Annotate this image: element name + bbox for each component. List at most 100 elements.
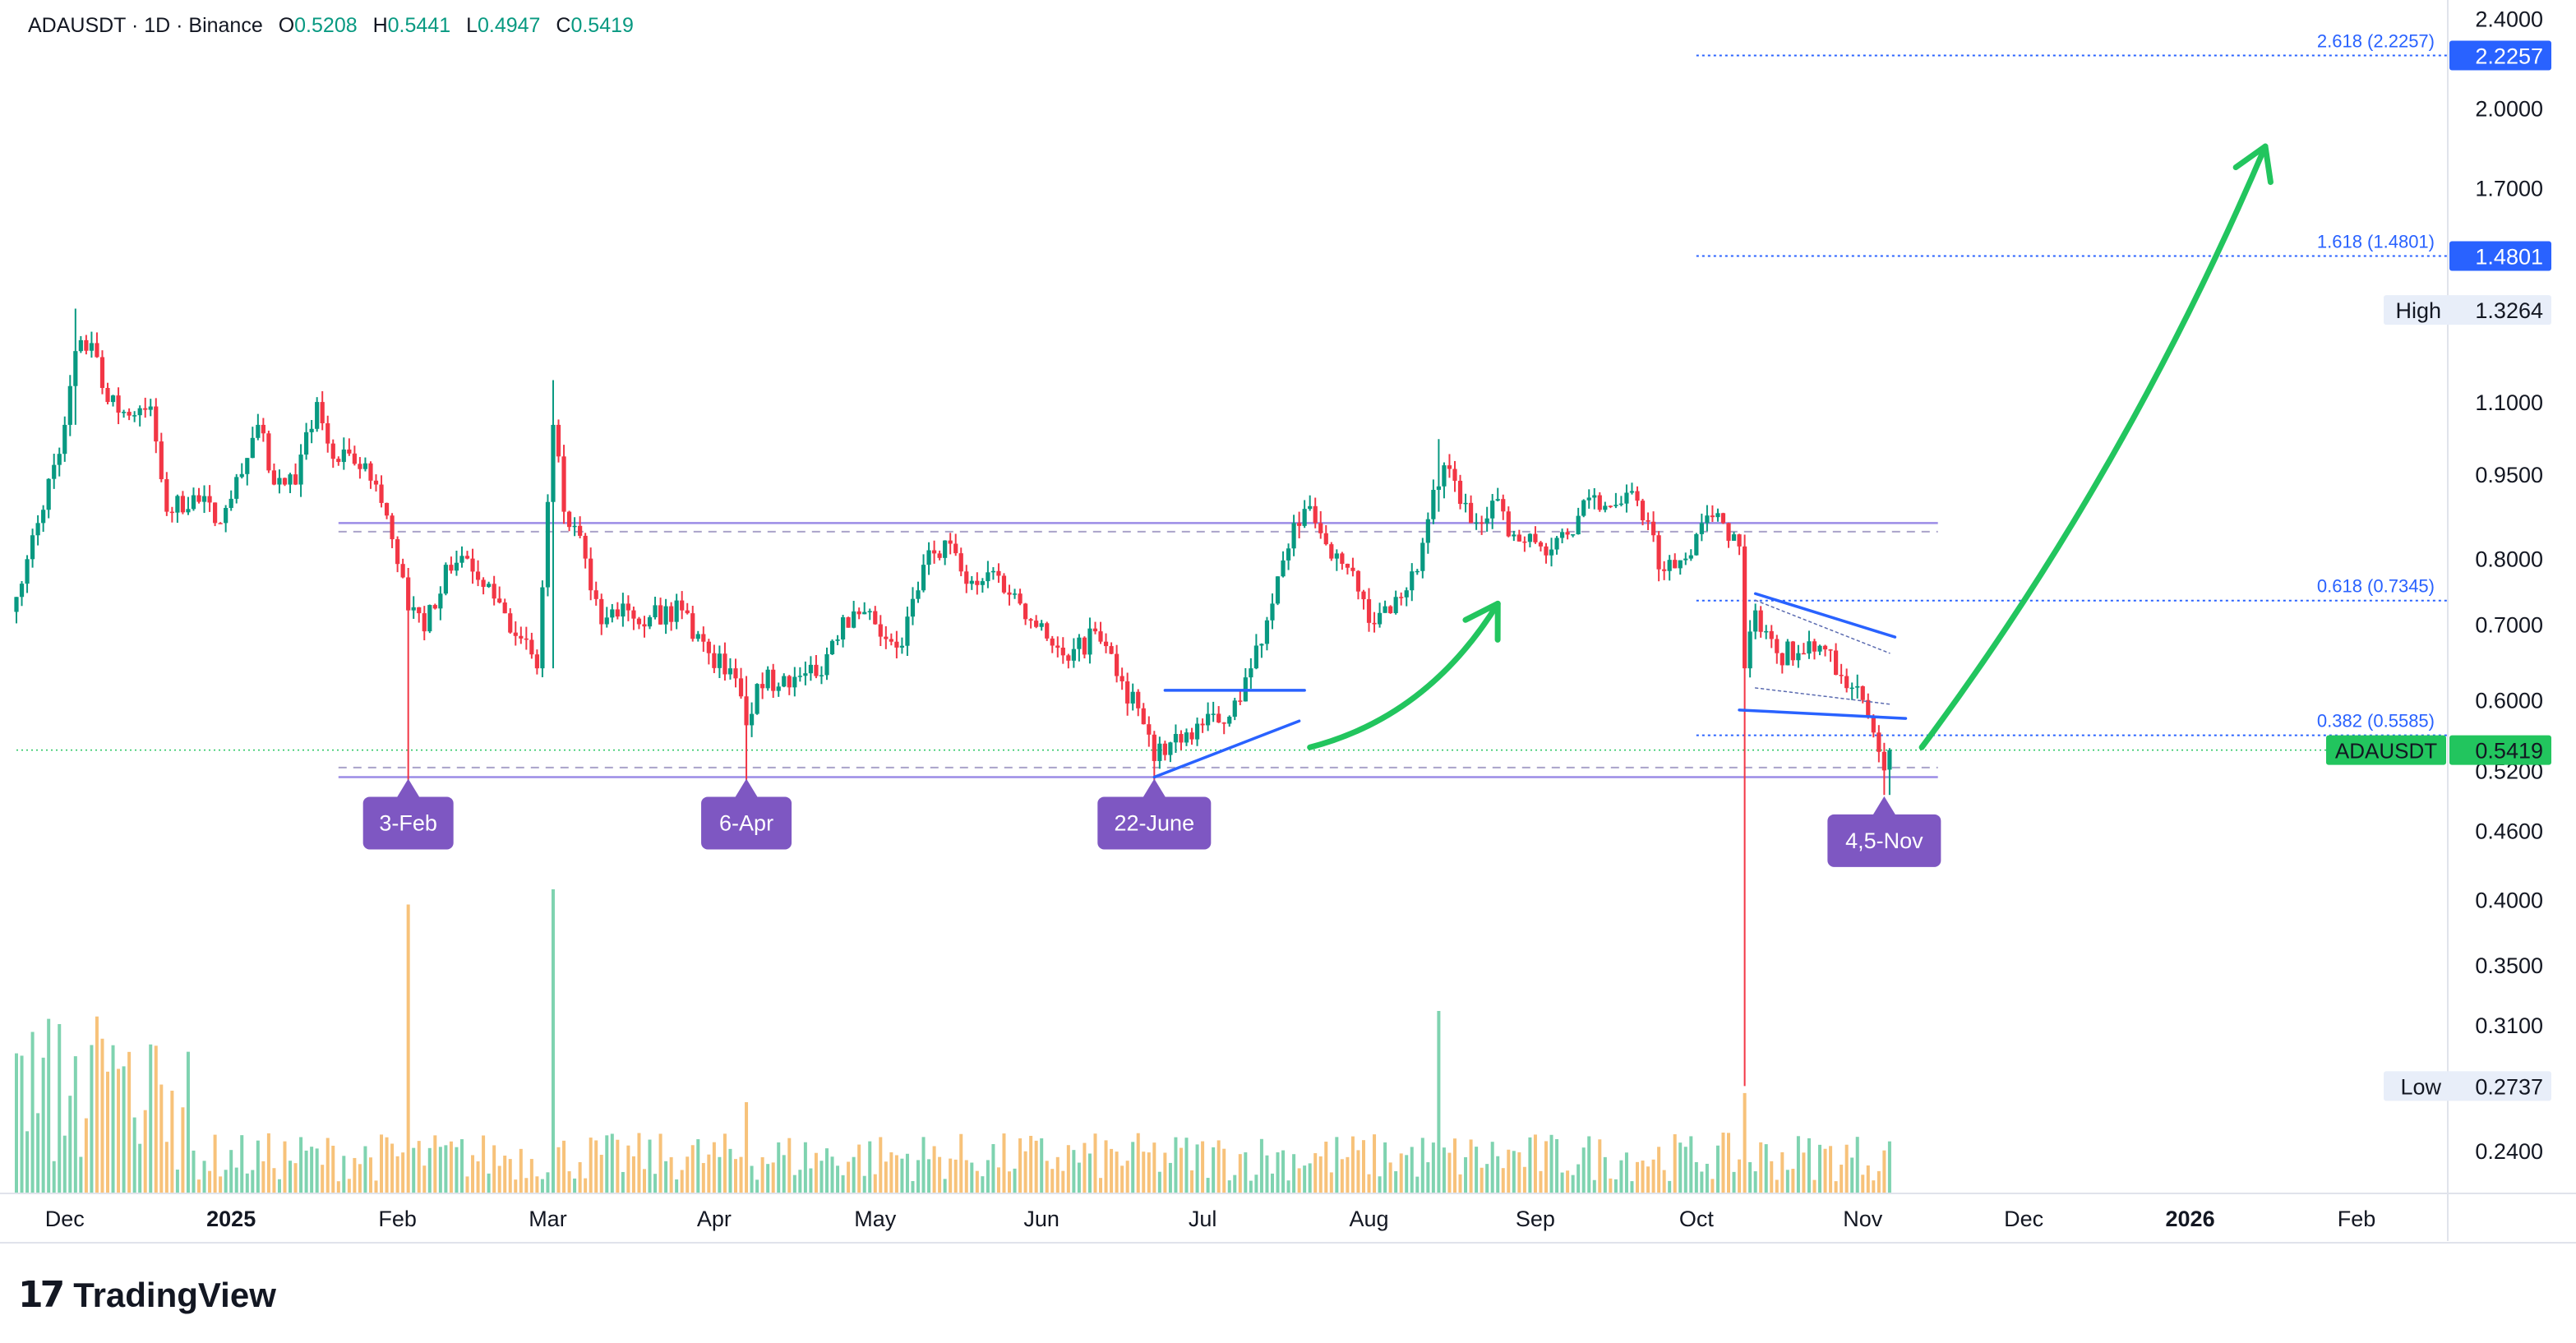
candle-body: [116, 395, 121, 413]
price-tick-label: 1.1000: [2475, 390, 2543, 415]
volume-bar: [921, 1137, 926, 1193]
price-tick-label: 0.3500: [2475, 953, 2543, 978]
volume-bar: [975, 1170, 979, 1193]
volume-bar: [916, 1160, 921, 1193]
volume-bar: [321, 1165, 325, 1193]
volume-bar: [289, 1161, 293, 1193]
candle-body: [1259, 644, 1264, 646]
volume-bar: [1533, 1134, 1537, 1193]
volume-bar: [25, 1131, 30, 1193]
candle-body: [271, 470, 277, 485]
candle-body: [749, 713, 755, 726]
candle-body: [1452, 468, 1457, 481]
tradingview-brand[interactable]: 17 TradingView: [18, 1274, 276, 1316]
candle-body: [599, 598, 604, 625]
candle-body: [1071, 648, 1076, 661]
volume-bar: [616, 1139, 620, 1193]
candle-body: [1115, 653, 1119, 676]
candle-body: [1807, 641, 1812, 654]
candle-body: [169, 511, 174, 514]
candle-body: [325, 422, 330, 444]
volume-bar: [1394, 1170, 1398, 1193]
volume-bar: [1689, 1136, 1693, 1193]
symbol-price-tag: [2326, 735, 2446, 765]
candle-body: [1758, 610, 1763, 632]
volume-bar: [1694, 1161, 1698, 1193]
candle-body: [180, 496, 186, 513]
candle-body: [819, 675, 824, 676]
volume-bar: [1383, 1142, 1387, 1193]
volume-bar: [1651, 1159, 1655, 1193]
candle-body: [422, 613, 427, 632]
time-axis[interactable]: Dec 2025 Feb Mar Apr May Jun Jul Aug Sep Oct Nov Dec…: [0, 1193, 2576, 1244]
volume-bar: [1029, 1135, 1033, 1193]
candle-body: [1442, 465, 1447, 487]
volume-bar: [68, 1096, 72, 1193]
volume-bar: [981, 1176, 985, 1193]
candle-body: [1060, 648, 1065, 656]
volume-bar: [1452, 1138, 1457, 1193]
candle-body: [186, 509, 191, 513]
volume-bar: [970, 1162, 974, 1193]
candle-body: [695, 634, 700, 639]
candle-body: [916, 590, 921, 599]
volume-bar: [621, 1171, 625, 1193]
volume-bar: [1254, 1175, 1258, 1193]
low-value: 0.4947: [477, 14, 541, 37]
volume-bar: [492, 1145, 496, 1193]
volume-bar: [949, 1158, 953, 1193]
volume-bar: [1587, 1136, 1591, 1193]
fib-level-label: 0.618 (0.7345): [2317, 576, 2435, 597]
trendline: [1738, 708, 1908, 720]
volume-bar: [73, 1056, 77, 1193]
candle-body: [556, 424, 561, 457]
time-tick-label: 2025: [206, 1207, 256, 1231]
arrow-head-icon: [2232, 143, 2274, 186]
candle-body: [1334, 553, 1339, 559]
candle-body: [432, 605, 437, 609]
volume-bar: [986, 1160, 990, 1193]
volume-bar: [1265, 1155, 1269, 1193]
volume-bar: [100, 1038, 104, 1193]
candle-body: [744, 696, 749, 726]
candle-body: [384, 502, 390, 516]
volume-bar: [1812, 1179, 1817, 1193]
volume-bar: [680, 1170, 684, 1193]
time-tick-label: Feb: [2338, 1207, 2376, 1231]
volume-bar: [777, 1142, 781, 1193]
candle-body: [191, 495, 196, 510]
candle-body: [1699, 523, 1704, 534]
candle-body: [658, 605, 663, 625]
volume-bar: [30, 1031, 35, 1193]
price-tick-label: 0.3100: [2475, 1013, 2543, 1038]
candle-body: [427, 605, 432, 632]
candle-body: [1168, 742, 1173, 755]
volume-bar: [1115, 1151, 1119, 1193]
candle-body: [1720, 513, 1726, 524]
time-tick-label: Dec: [2004, 1207, 2043, 1231]
candle-body: [218, 523, 223, 524]
volume-bar: [905, 1153, 909, 1193]
candle-body: [674, 600, 679, 622]
marker-pointer-icon: [1143, 778, 1166, 798]
volume-bar: [1083, 1142, 1087, 1193]
candle-body: [266, 433, 271, 471]
fib-price-tag: [2449, 40, 2551, 71]
extreme-price-tag-value: 0.2737: [2475, 1074, 2543, 1099]
volume-bar: [1238, 1154, 1242, 1193]
candle-body: [1130, 691, 1135, 704]
volume-bar: [841, 1175, 845, 1193]
candle-body: [1340, 553, 1345, 564]
volume-bar: [347, 1179, 351, 1193]
volume-bar: [1227, 1180, 1231, 1193]
volume-bar: [1887, 1141, 1891, 1193]
low-label: L: [466, 14, 478, 37]
candle-body: [1361, 591, 1366, 600]
volume-bar: [1405, 1155, 1409, 1193]
volume-bar: [519, 1148, 523, 1193]
volume-bar: [234, 1167, 238, 1193]
volume-bar: [943, 1179, 947, 1193]
volume-bar: [675, 1179, 679, 1193]
volume-bar: [310, 1147, 314, 1193]
